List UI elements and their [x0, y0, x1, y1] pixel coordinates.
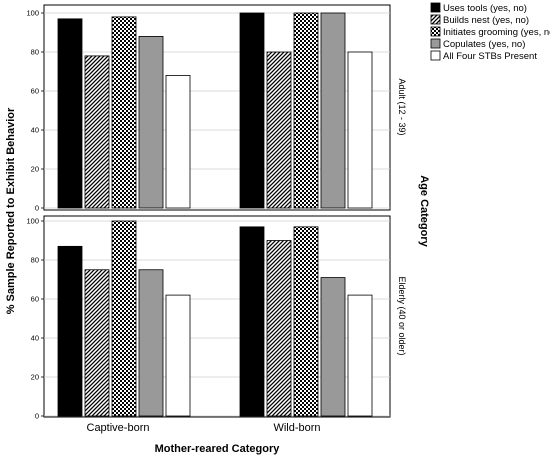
bar [57, 245, 83, 417]
bar [239, 12, 265, 209]
legend-swatch-uses-tools [430, 2, 441, 13]
y-axis-title: % Sample Reported to Exhibit Behavior [5, 107, 17, 314]
bar [84, 55, 110, 209]
y-tick-label: 40 [31, 334, 39, 343]
category-label-wild-born: Wild-born [273, 422, 320, 434]
y-tick-label: 0 [35, 412, 39, 421]
y-tick-label: 20 [31, 165, 39, 174]
panel-frame-bottom [43, 215, 391, 418]
legend-label-uses-tools: Uses tools (yes, no) [443, 3, 527, 14]
bar [320, 277, 346, 417]
strip-label-elderly: Elderly (40 or older) [397, 276, 407, 355]
bar [111, 220, 137, 417]
legend-label-builds-nest: Builds nest (yes, no) [443, 15, 529, 26]
bar [266, 240, 292, 417]
y-tick-label: 40 [31, 126, 39, 135]
y-tick-label: 60 [31, 87, 39, 96]
bar [84, 269, 110, 417]
panel-frame-top [43, 4, 391, 211]
bar [57, 18, 83, 209]
bar [347, 51, 373, 209]
legend-swatch-initiates-grooming [430, 26, 441, 37]
bar [165, 294, 191, 417]
facet-axis-title: Age Category [418, 175, 430, 247]
y-tick-label: 100 [26, 9, 39, 18]
bar [138, 36, 164, 209]
legend-label-initiates-grooming: Initiates grooming (yes, no) [443, 27, 550, 38]
legend-swatch-copulates [430, 38, 441, 49]
strip-label-adult: Adult (12 - 39) [397, 78, 407, 135]
legend-label-copulates: Copulates (yes, no) [443, 39, 525, 50]
y-tick-label: 80 [31, 48, 39, 57]
y-tick-label: 100 [26, 217, 39, 226]
bar [138, 269, 164, 417]
x-axis-title: Mother-reared Category [155, 443, 281, 455]
bar [239, 226, 265, 417]
y-tick-label: 60 [31, 295, 39, 304]
legend-label-all-four: All Four STBs Present [443, 51, 537, 62]
legend-swatch-all-four [430, 50, 441, 61]
bar [320, 12, 346, 209]
bar [293, 12, 319, 209]
y-tick-label: 20 [31, 373, 39, 382]
legend: Uses tools (yes, no) Builds nest (yes, n… [430, 2, 550, 62]
legend-swatch-builds-nest [430, 14, 441, 25]
bar [165, 75, 191, 209]
y-tick-label: 0 [35, 204, 39, 213]
category-label-captive-born: Captive-born [87, 422, 150, 434]
bar [293, 226, 319, 417]
y-tick-label: 80 [31, 256, 39, 265]
bar [266, 51, 292, 209]
bar [111, 16, 137, 209]
bar [347, 294, 373, 417]
